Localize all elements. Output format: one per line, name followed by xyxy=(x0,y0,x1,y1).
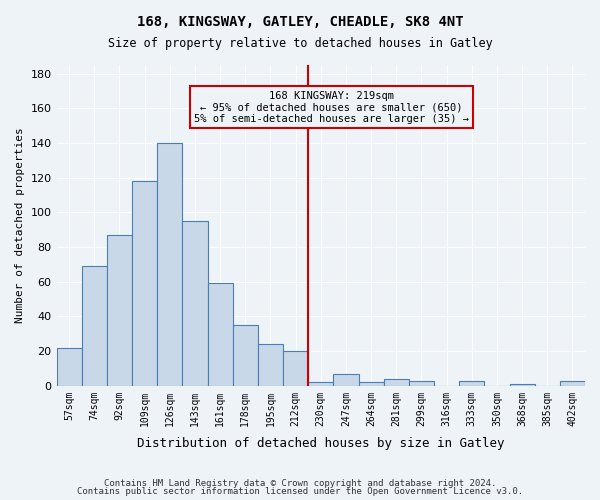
Bar xyxy=(459,380,484,386)
Bar xyxy=(208,284,233,386)
Bar xyxy=(107,235,132,386)
Bar xyxy=(308,382,334,386)
Text: 168, KINGSWAY, GATLEY, CHEADLE, SK8 4NT: 168, KINGSWAY, GATLEY, CHEADLE, SK8 4NT xyxy=(137,15,463,29)
Text: Contains public sector information licensed under the Open Government Licence v3: Contains public sector information licen… xyxy=(77,487,523,496)
Text: 168 KINGSWAY: 219sqm
← 95% of detached houses are smaller (650)
5% of semi-detac: 168 KINGSWAY: 219sqm ← 95% of detached h… xyxy=(194,90,469,124)
Bar xyxy=(409,380,434,386)
Bar xyxy=(560,380,585,386)
Bar xyxy=(233,325,258,386)
Bar xyxy=(132,181,157,386)
Bar xyxy=(258,344,283,386)
Bar xyxy=(283,351,308,386)
X-axis label: Distribution of detached houses by size in Gatley: Distribution of detached houses by size … xyxy=(137,437,505,450)
Bar xyxy=(509,384,535,386)
Y-axis label: Number of detached properties: Number of detached properties xyxy=(15,128,25,324)
Bar xyxy=(359,382,383,386)
Text: Contains HM Land Registry data © Crown copyright and database right 2024.: Contains HM Land Registry data © Crown c… xyxy=(104,478,496,488)
Bar xyxy=(334,374,359,386)
Bar xyxy=(157,143,182,386)
Bar xyxy=(383,379,409,386)
Bar xyxy=(56,348,82,386)
Bar xyxy=(82,266,107,386)
Bar xyxy=(182,221,208,386)
Text: Size of property relative to detached houses in Gatley: Size of property relative to detached ho… xyxy=(107,38,493,51)
